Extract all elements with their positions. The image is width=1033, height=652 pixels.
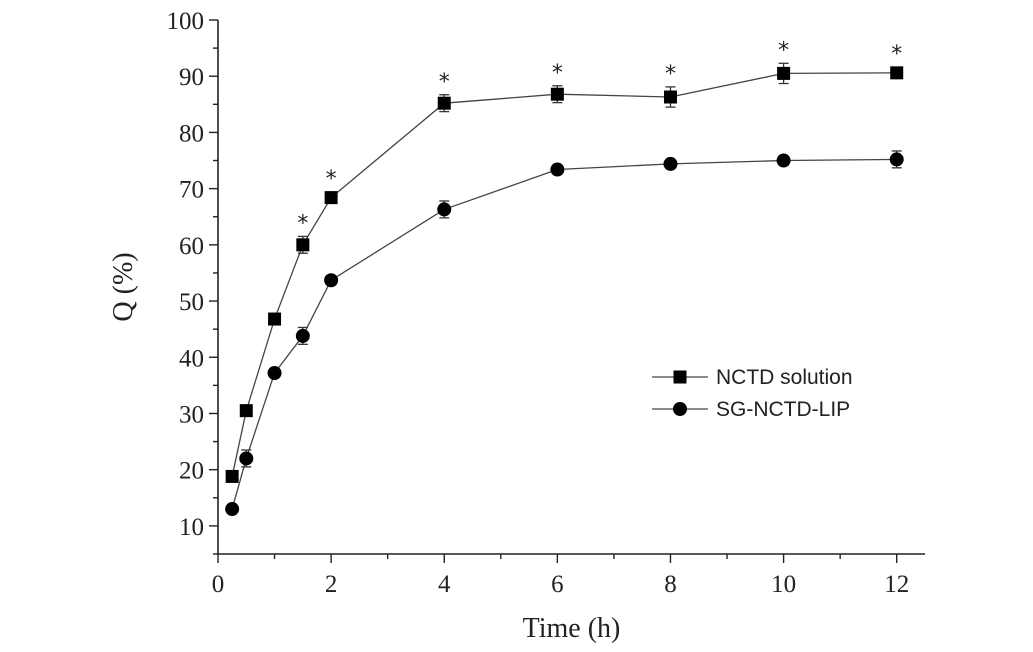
legend: NCTD solution SG-NCTD-LIP <box>652 366 853 421</box>
legend-marker <box>673 402 687 416</box>
data-point <box>296 238 310 252</box>
legend-marker <box>673 370 687 384</box>
annotation-layer: * * * * * * * <box>297 38 902 236</box>
significance-star: * <box>778 38 789 63</box>
x-tick-label: 12 <box>884 571 909 598</box>
y-tick-label: 10 <box>179 514 204 541</box>
y-tick-label: 20 <box>179 458 204 485</box>
data-point <box>437 96 451 110</box>
significance-star: * <box>297 211 308 236</box>
data-point <box>890 66 904 80</box>
significance-star: * <box>552 61 563 86</box>
data-point <box>550 162 565 177</box>
data-point <box>889 152 904 167</box>
data-point <box>663 90 677 104</box>
data-point <box>225 502 240 517</box>
y-tick-label: 50 <box>179 289 204 316</box>
data-point <box>324 191 338 205</box>
y-tick-label: 40 <box>179 345 204 372</box>
x-tick-label: 8 <box>664 571 677 598</box>
y-tick-label: 80 <box>179 120 204 147</box>
data-point <box>295 328 310 343</box>
data-point <box>239 404 253 418</box>
y-axis-title: Q (%) <box>108 252 139 321</box>
series-line <box>231 158 897 510</box>
series-1 <box>225 62 904 483</box>
data-point <box>324 273 339 288</box>
x-tick-label: 6 <box>551 571 564 598</box>
legend-item: NCTD solution <box>652 366 853 389</box>
x-tick-label: 10 <box>771 571 796 598</box>
data-point <box>267 366 282 381</box>
legend-item: SG-NCTD-LIP <box>652 398 850 421</box>
x-tick-label: 0 <box>212 571 225 598</box>
data-point <box>239 451 254 466</box>
significance-star: * <box>439 70 450 95</box>
series-2 <box>225 150 904 517</box>
x-tick-label: 2 <box>325 571 338 598</box>
x-tick-label: 4 <box>438 571 451 598</box>
data-point <box>777 66 791 80</box>
significance-star: * <box>665 62 676 87</box>
significance-star: * <box>891 42 902 67</box>
series-layer <box>225 62 904 517</box>
y-tick-label: 30 <box>179 401 204 428</box>
y-tick-label: 100 <box>167 8 205 35</box>
data-point <box>550 87 564 101</box>
series-line <box>231 72 897 477</box>
legend-label: SG-NCTD-LIP <box>716 398 850 421</box>
axes: 0 2 4 6 8 10 12 10 20 30 40 50 60 70 80 90 100 <box>167 8 925 598</box>
y-tick-label: 90 <box>179 64 204 91</box>
data-point <box>663 156 678 171</box>
significance-star: * <box>326 167 337 192</box>
data-point <box>776 153 791 168</box>
x-axis-title: Time (h) <box>523 613 621 644</box>
legend-label: NCTD solution <box>716 366 853 389</box>
data-point <box>437 202 452 217</box>
data-point <box>225 469 239 483</box>
y-tick-label: 70 <box>179 177 204 204</box>
data-point <box>268 312 282 326</box>
y-tick-label: 60 <box>179 233 204 260</box>
